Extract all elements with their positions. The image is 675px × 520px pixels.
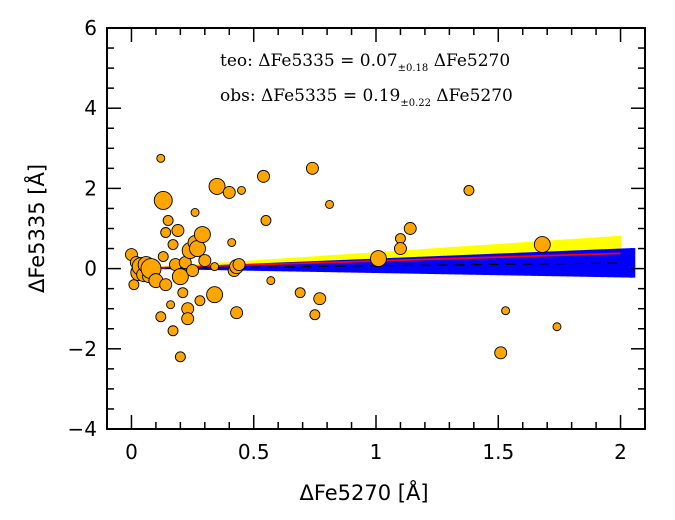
data-points [125,153,562,363]
data-point [494,346,508,360]
data-point [232,258,246,272]
data-point [171,224,185,237]
data-point [189,240,206,258]
annotation-teo-tail: ΔFe5270 [428,51,510,71]
data-point [294,287,306,299]
y-tick-label: 6 [84,16,97,40]
y-axis-title: ΔFe5335 [Å] [23,164,49,293]
data-point [181,312,195,326]
y-tick-label: 2 [84,176,97,200]
axis-ticks [107,27,645,430]
data-point [313,292,327,306]
x-tick-label: 1.5 [482,440,514,464]
data-point [157,251,169,263]
data-point [186,264,200,278]
data-point [257,169,270,183]
annotation-obs-main: obs: ΔFe5335 = 0.19 [220,86,400,106]
data-point [156,153,166,163]
data-point [222,185,236,199]
y-tick-label: 0 [84,257,97,281]
annotation-teo-sub: ±0.18 [398,63,429,74]
annotation-obs-sub: ±0.22 [400,98,431,109]
data-point [395,233,406,244]
annotation-obs: obs: ΔFe5335 = 0.19±0.22 ΔFe5270 [220,86,513,109]
data-point [227,238,237,247]
data-point [309,309,321,321]
data-point [155,311,167,323]
data-point [463,184,475,196]
data-point [230,306,244,320]
annotation-teo-main: teo: ΔFe5335 = 0.07 [220,51,398,71]
x-tick-label: 1 [370,440,383,464]
data-point [153,190,173,210]
data-point [174,351,186,363]
x-axis-title: ΔFe5270 [Å] [299,479,428,505]
data-point [260,215,272,226]
data-point [162,215,174,226]
data-point [305,161,319,175]
data-point [237,185,246,195]
data-point [206,286,224,304]
data-point [403,222,417,235]
data-point [325,199,334,209]
x-tick-label: 2 [614,440,627,464]
data-point [171,268,189,286]
x-tick-label: 0.5 [238,440,270,464]
x-tick-labels: 0 0.5 1 1.5 2 [125,440,627,464]
data-point [198,254,212,268]
annotation-obs-tail: ΔFe5270 [431,86,513,106]
data-point [128,279,140,291]
x-tick-label: 0 [125,440,138,464]
data-point [552,322,562,332]
data-point [177,287,189,299]
y-tick-labels: −4 −2 0 2 4 6 [68,16,97,441]
data-point [501,306,511,316]
data-point [159,278,173,292]
data-point [160,227,172,238]
data-point [190,208,200,217]
data-point [369,250,387,268]
data-point [193,226,211,243]
data-point [266,276,276,286]
data-point [394,242,407,256]
y-tick-label: −2 [68,337,97,361]
y-tick-label: −4 [68,417,97,441]
data-point [533,236,551,253]
y-tick-label: 4 [84,96,97,120]
data-point [210,262,220,272]
data-point [167,239,179,250]
data-point [194,295,206,307]
data-point [166,300,176,310]
annotation-teo: teo: ΔFe5335 = 0.07±0.18 ΔFe5270 [220,51,510,74]
data-point [167,325,179,337]
data-point [208,177,226,195]
